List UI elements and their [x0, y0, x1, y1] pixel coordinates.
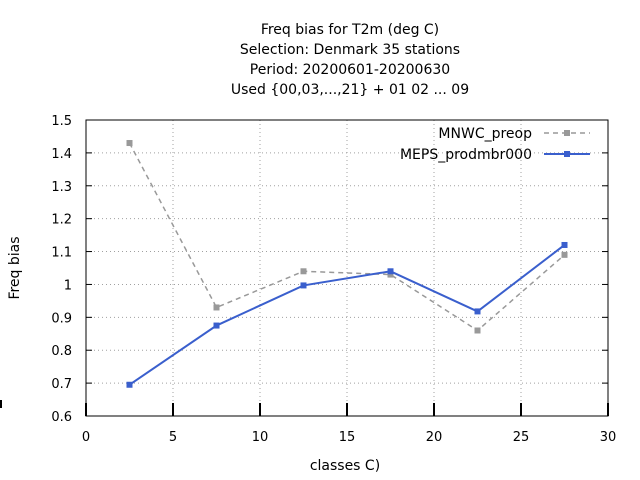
- series-1-point: [474, 327, 481, 334]
- y-tick-label: 0.9: [51, 311, 72, 326]
- series-1-point: [561, 251, 568, 258]
- series-2-point: [126, 381, 133, 388]
- y-tick-label: 1.5: [51, 114, 72, 129]
- x-tick-label: 5: [169, 430, 177, 445]
- x-tick-label: 0: [82, 430, 90, 445]
- y-tick-label: 1.1: [51, 246, 72, 261]
- series-line-1: [128, 142, 565, 332]
- y-axis-label: Freq bias: [7, 236, 23, 299]
- y-tick-label: 0.7: [51, 377, 72, 392]
- y-tick-label: 1: [64, 278, 72, 293]
- y-tick-label: 0.6: [51, 410, 72, 425]
- series-2-point: [300, 282, 307, 289]
- x-axis-label: classes C): [310, 458, 380, 474]
- series-1-point: [126, 140, 133, 147]
- series-2-point: [387, 268, 394, 275]
- series-2-point: [474, 308, 481, 315]
- series-1-point: [213, 304, 220, 311]
- legend-label-2: MEPS_prodmbr000: [400, 147, 532, 163]
- x-tick-label: 30: [600, 430, 617, 445]
- series-layer: [126, 140, 568, 388]
- series-2-point: [561, 241, 568, 248]
- y-tick-label: 1.3: [51, 180, 72, 195]
- x-tick-label: 20: [426, 430, 443, 445]
- y-tick-label: 1.4: [51, 147, 72, 162]
- title-line-4: Used {00,03,...,21} + 01 02 ... 09: [230, 82, 470, 98]
- grid-layer: [86, 120, 608, 416]
- legend-marker-2: [564, 151, 570, 157]
- y-tick-label: 1.2: [51, 213, 72, 228]
- title-line-3: Period: 20200601-20200630: [249, 62, 451, 78]
- title-line-2: Selection: Denmark 35 stations: [239, 42, 461, 58]
- tick-layer: 0.6 0.7 0.8 0.9 1 1.1 1.2 1.3 1.4 1.5 0 5 10 15 20 25 30: [51, 114, 616, 445]
- series-line-2: [128, 244, 566, 386]
- legend: MNWC_preop MEPS_prodmbr000: [400, 126, 590, 163]
- series-1-point: [300, 268, 307, 275]
- x-tick-label: 25: [513, 430, 530, 445]
- x-tick-label: 10: [252, 430, 269, 445]
- legend-marker-1: [564, 130, 570, 136]
- y-tick-label: 0.8: [51, 344, 72, 359]
- series-1-point: [387, 271, 394, 278]
- series-2-point: [213, 322, 220, 329]
- x-tick-label: 15: [339, 430, 356, 445]
- title-line-1: Freq bias for T2m (deg C): [260, 22, 440, 38]
- legend-label-1: MNWC_preop: [438, 126, 532, 142]
